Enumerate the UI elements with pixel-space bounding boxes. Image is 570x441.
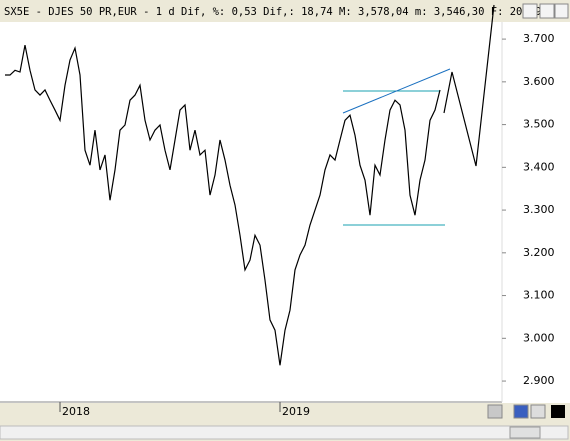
y-tick-label: 3.300	[523, 203, 555, 216]
header-bar	[0, 0, 570, 22]
tool-button[interactable]	[530, 404, 546, 419]
save-button[interactable]	[513, 404, 529, 419]
scroll-thumb[interactable]	[509, 426, 541, 439]
price-line	[5, 44, 441, 366]
y-tick-label: 3.000	[523, 331, 555, 344]
y-tick-label: 3.500	[523, 118, 555, 131]
y-tick-label: 3.400	[523, 160, 555, 173]
close-button[interactable]	[554, 3, 569, 19]
chart-title: SX5E - DJES 50 PR,EUR - 1 d Dif, %: 0,53…	[4, 6, 548, 18]
x-tick-label: 2018	[62, 405, 90, 418]
x-tick-label: 2019	[282, 405, 310, 418]
minimize-button[interactable]	[522, 3, 538, 19]
restore-button[interactable]	[539, 3, 555, 19]
color-button[interactable]	[551, 405, 565, 418]
scrollbar[interactable]	[0, 425, 569, 440]
projection-arrow	[443, 4, 495, 167]
y-tick-label: 3.700	[523, 32, 555, 45]
tool-button[interactable]	[487, 404, 503, 419]
y-tick-label: 3.100	[523, 289, 555, 302]
y-tick-label: 3.200	[523, 246, 555, 259]
trend-line	[342, 68, 451, 114]
y-tick-label: 3.600	[523, 75, 555, 88]
y-tick-label: 2.900	[523, 374, 555, 387]
